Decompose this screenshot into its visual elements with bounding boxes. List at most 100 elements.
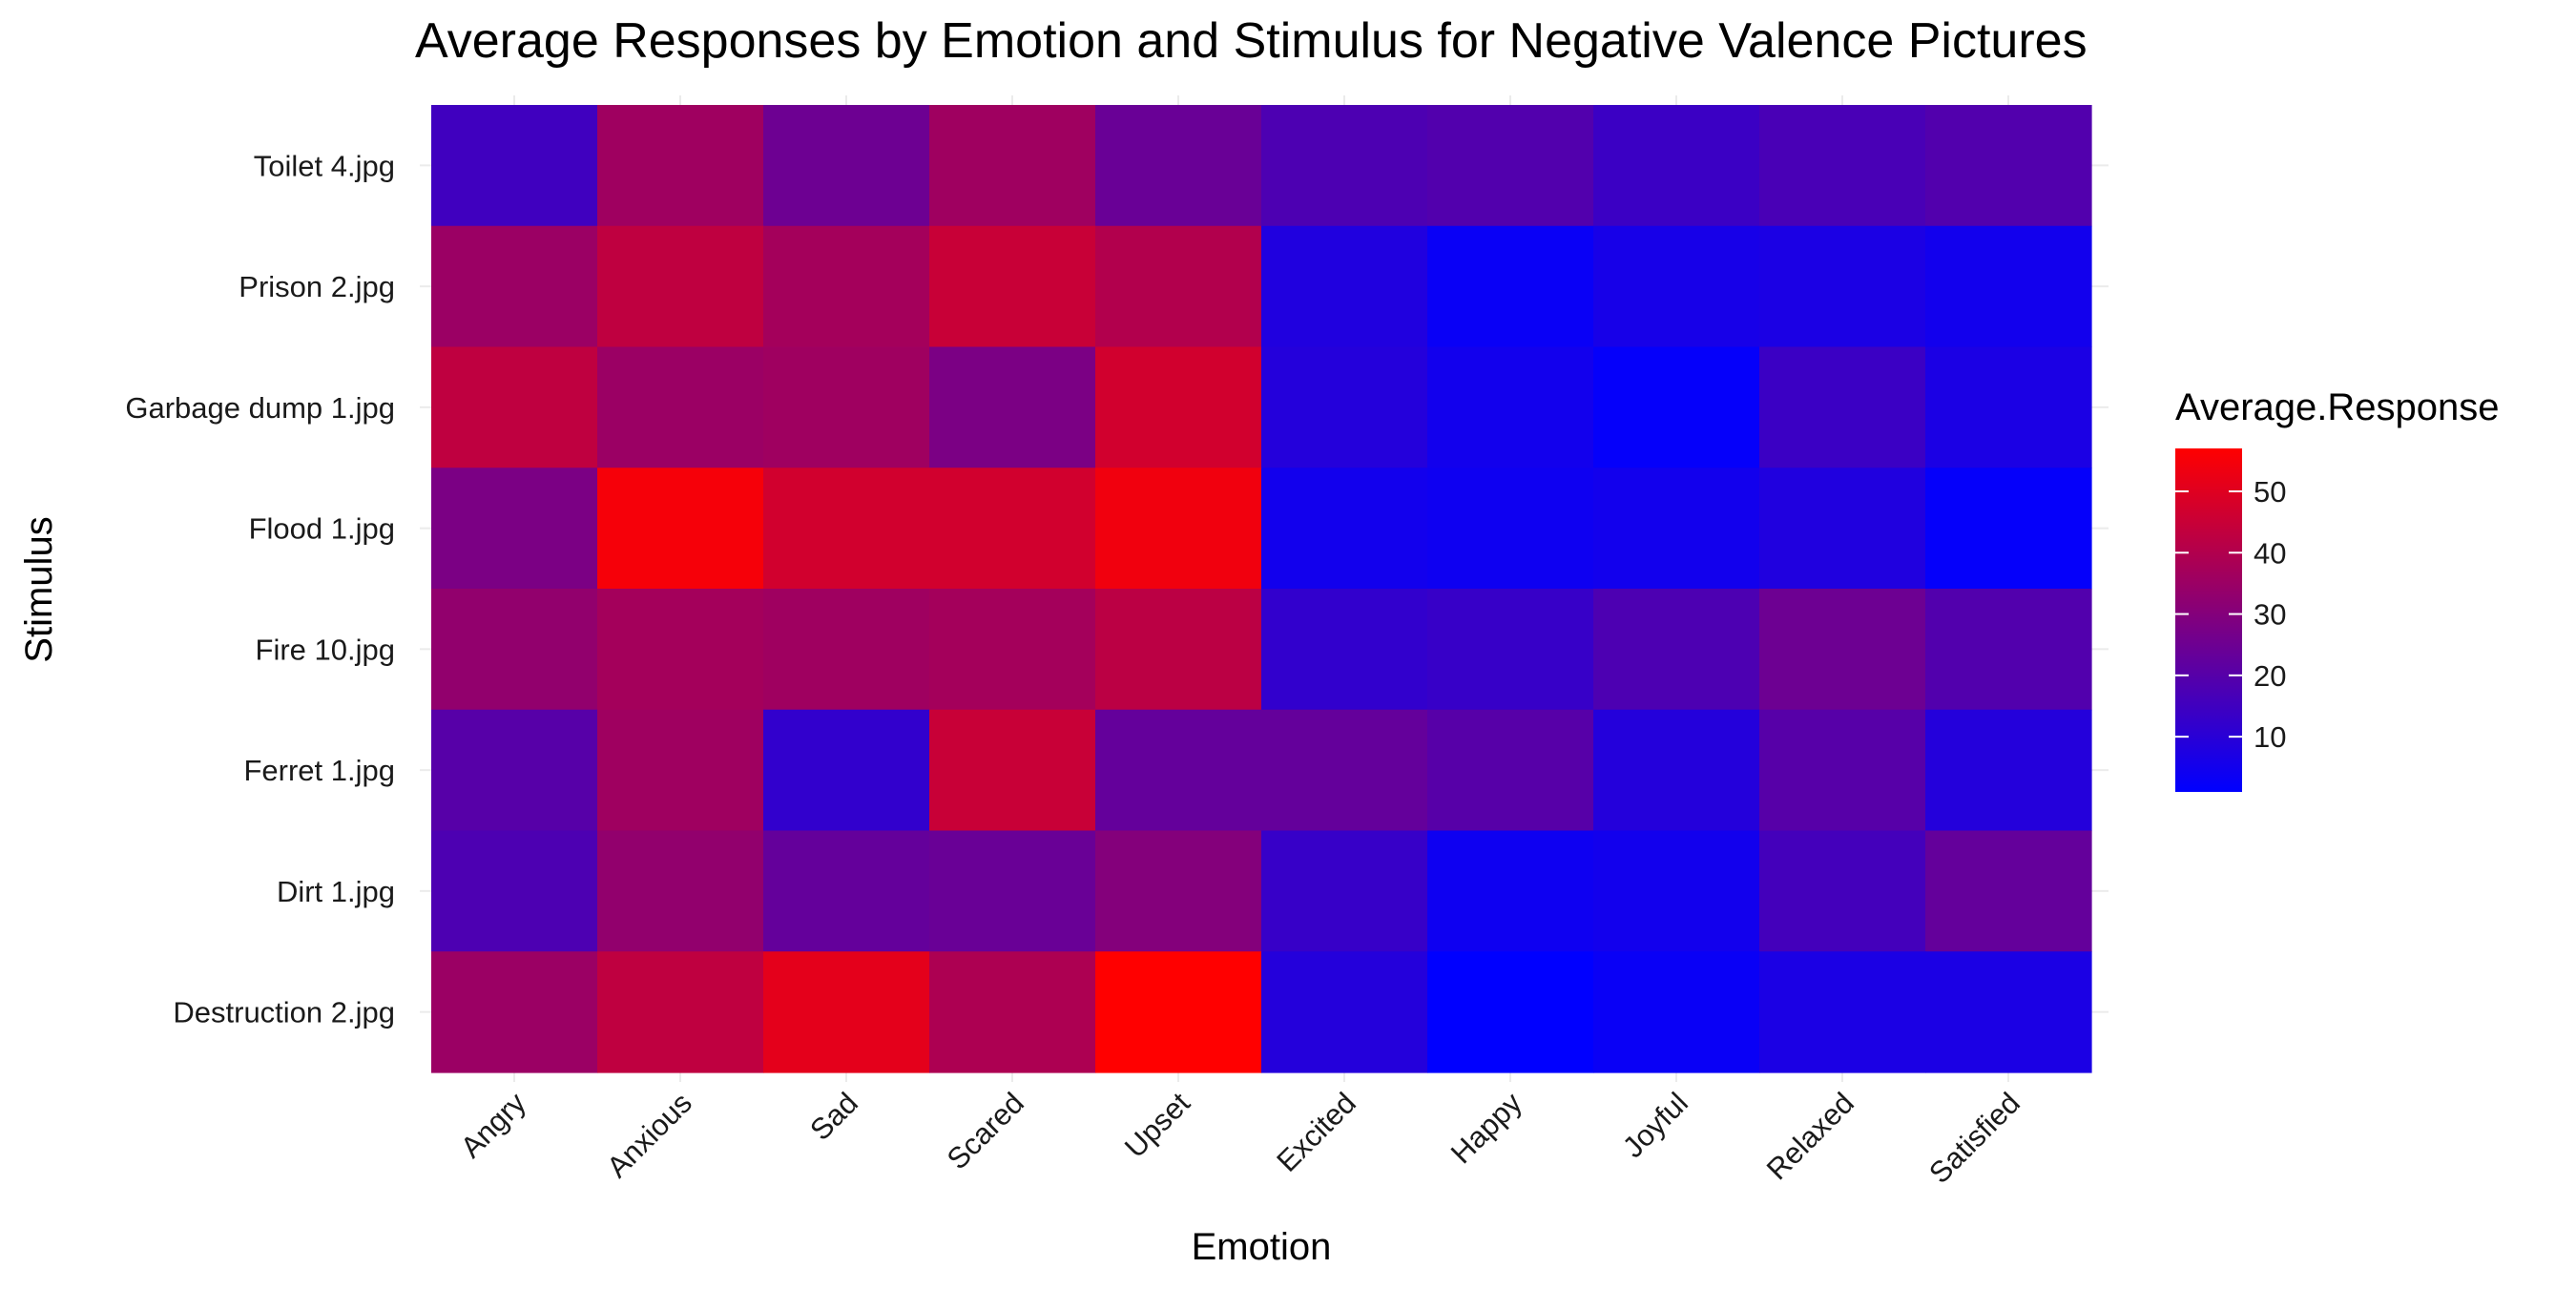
y-tick-label: Ferret 1.jpg [243,754,395,787]
heatmap-cell [1925,225,2092,348]
heatmap-cell [1095,225,1262,348]
heatmap-cell [597,951,764,1073]
legend-color-bar [2175,448,2242,792]
heatmap-cell [1427,225,1594,348]
heatmap-cell [1759,225,1926,348]
heatmap-cell [1925,951,2092,1073]
y-tick-label: Flood 1.jpg [249,512,395,546]
heatmap-cell [1593,468,1760,590]
heatmap-cell [1095,468,1262,590]
y-tick-label: Toilet 4.jpg [254,149,395,182]
heatmap-cell [1759,105,1926,227]
heatmap-cell [597,830,764,952]
heatmap-cell [1095,951,1262,1073]
x-tick-label: Joyful [1616,1086,1694,1164]
heatmap-cell [1095,709,1262,832]
heatmap-cell [1593,225,1760,348]
heatmap-cell [597,346,764,468]
heatmap-cell [1759,468,1926,590]
heatmap-cell [929,468,1096,590]
heatmap-cell [431,468,598,590]
heatmap-cell [1427,830,1594,952]
heatmap-cell [763,105,930,227]
heatmap-cell [431,225,598,348]
heatmap-cell [1427,951,1594,1073]
heatmap-cell [1427,346,1594,468]
heatmap-cell [1427,468,1594,590]
heatmap-cell [1925,830,2092,952]
x-axis-title: Emotion [1192,1226,1332,1268]
legend-tick-label: 30 [2254,598,2286,632]
heatmap-cell [1925,709,2092,832]
heatmap-cell [763,709,930,832]
heatmap-cell [929,589,1096,711]
y-axis-tick-labels: Toilet 4.jpg Prison 2.jpg Garbage dump 1.j… [125,149,395,1029]
heatmap-cell [431,346,598,468]
heatmap-cell [597,105,764,227]
heatmap-cell [431,709,598,832]
heatmap-cell [1095,346,1262,468]
heatmap-cell [1427,589,1594,711]
heatmap-cell [431,589,598,711]
heatmap-cell [1593,346,1760,468]
heatmap-cell [929,709,1096,832]
heatmap-cell [1593,105,1760,227]
heatmap-cell [763,468,930,590]
x-tick-label: Happy [1444,1086,1528,1170]
heatmap-cell [929,830,1096,952]
heatmap-cell [1759,951,1926,1073]
heatmap-cell [1261,709,1428,832]
y-tick-label: Prison 2.jpg [239,270,395,303]
heatmap-cell [1593,709,1760,832]
x-tick-label: Anxious [600,1086,698,1184]
heatmap-cell [431,830,598,952]
x-tick-label: Scared [941,1086,1030,1175]
heatmap-cell [1261,105,1428,227]
heatmap-cell [1925,589,2092,711]
x-axis-tick-labels: Angry Anxious Sad Scared Upset Excited Happy Jo… [454,1086,2026,1190]
heatmap-cell [1095,105,1262,227]
x-tick-label: Satisfied [1922,1086,2026,1190]
heatmap-cell [929,225,1096,348]
y-tick-label: Destruction 2.jpg [173,996,395,1029]
heatmap-cell [1759,346,1926,468]
heatmap-cell [1095,830,1262,952]
legend-tick-label: 20 [2254,659,2286,693]
heatmap-cells [431,105,2092,1073]
y-axis-title: Stimulus [18,516,60,662]
heatmap-cell [763,830,930,952]
y-tick-label: Garbage dump 1.jpg [125,391,395,425]
heatmap-cell [1427,709,1594,832]
y-tick-label: Fire 10.jpg [256,633,395,666]
heatmap-cell [1593,830,1760,952]
heatmap-cell [763,589,930,711]
heatmap-cell [1759,589,1926,711]
heatmap-cell [597,225,764,348]
heatmap-cell [1261,589,1428,711]
y-tick-label: Dirt 1.jpg [277,875,395,908]
heatmap-cell [1261,951,1428,1073]
heatmap-cell [1593,951,1760,1073]
heatmap-cell [1261,468,1428,590]
legend: Average.Response 10 20 30 40 50 [2175,386,2500,792]
x-tick-label: Angry [454,1086,532,1164]
x-tick-label: Upset [1118,1086,1196,1164]
heatmap-cell [597,709,764,832]
heatmap-cell [1593,589,1760,711]
x-tick-label: Excited [1270,1086,1362,1178]
heatmap-cell [763,951,930,1073]
heatmap-cell [1261,346,1428,468]
heatmap-cell [1925,346,2092,468]
legend-tick-label: 10 [2254,720,2286,754]
legend-tick-label: 40 [2254,536,2286,570]
heatmap-cell [763,346,930,468]
heatmap-cell [1759,830,1926,952]
heatmap-cell [929,346,1096,468]
heatmap-cell [1095,589,1262,711]
legend-title: Average.Response [2175,386,2500,428]
heatmap-cell [763,225,930,348]
x-tick-label: Sad [803,1086,864,1147]
chart-title: Average Responses by Emotion and Stimulu… [415,13,2088,69]
legend-tick-label: 50 [2254,475,2286,509]
